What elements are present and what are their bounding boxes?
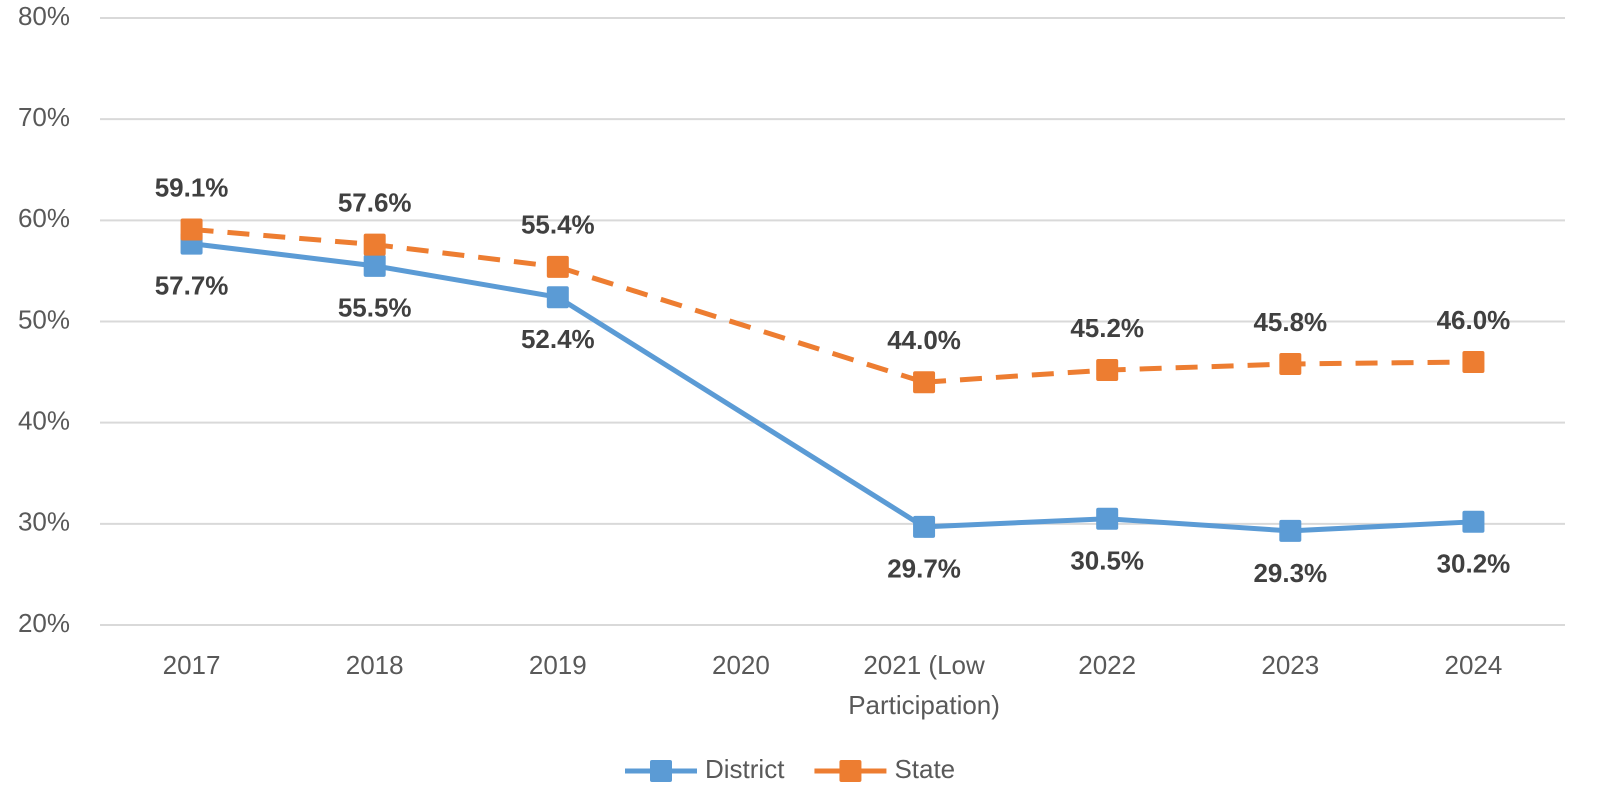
marker bbox=[913, 371, 936, 394]
marker bbox=[1096, 507, 1119, 530]
data-label: 46.0% bbox=[1437, 305, 1511, 335]
x-tick-label: 2019 bbox=[529, 650, 587, 680]
data-label: 55.4% bbox=[521, 210, 595, 240]
marker bbox=[1279, 352, 1302, 375]
legend-label: State bbox=[894, 754, 955, 784]
marker bbox=[1096, 359, 1119, 382]
y-tick-label: 20% bbox=[18, 608, 70, 638]
y-tick-label: 40% bbox=[18, 406, 70, 436]
gap-connector bbox=[556, 295, 926, 529]
y-tick-label: 60% bbox=[18, 203, 70, 233]
legend-item: District bbox=[625, 754, 785, 784]
data-label: 44.0% bbox=[887, 325, 961, 355]
marker bbox=[546, 255, 569, 278]
x-tick-label: 2021 (Low Participation) bbox=[848, 650, 1000, 720]
data-label: 57.7% bbox=[155, 270, 229, 300]
x-tick-label: 2020 bbox=[712, 650, 770, 680]
gap-connector bbox=[557, 264, 925, 385]
legend-item: State bbox=[814, 754, 955, 784]
data-label: 55.5% bbox=[338, 293, 412, 323]
marker bbox=[913, 515, 936, 538]
data-label: 45.8% bbox=[1253, 307, 1327, 337]
y-tick-label: 70% bbox=[18, 102, 70, 132]
x-tick-label: 2023 bbox=[1261, 650, 1319, 680]
data-label: 29.3% bbox=[1253, 558, 1327, 588]
marker bbox=[363, 254, 386, 277]
data-label: 30.5% bbox=[1070, 546, 1144, 576]
marker bbox=[180, 218, 203, 241]
y-tick-label: 80% bbox=[18, 1, 70, 31]
marker bbox=[363, 233, 386, 256]
series-line bbox=[923, 359, 1474, 385]
series-line bbox=[923, 516, 1474, 534]
marker bbox=[1462, 350, 1485, 373]
x-tick-label: 2017 bbox=[163, 650, 221, 680]
data-label: 57.6% bbox=[338, 187, 412, 217]
x-tick-label: 2024 bbox=[1445, 650, 1503, 680]
marker bbox=[1462, 510, 1485, 533]
marker bbox=[1279, 519, 1302, 542]
y-tick-label: 50% bbox=[18, 304, 70, 334]
data-label: 29.7% bbox=[887, 554, 961, 584]
legend-swatch bbox=[650, 760, 672, 782]
x-tick-label: 2018 bbox=[346, 650, 404, 680]
y-tick-label: 30% bbox=[18, 507, 70, 537]
marker bbox=[546, 286, 569, 309]
data-label: 52.4% bbox=[521, 324, 595, 354]
data-label: 59.1% bbox=[155, 172, 229, 202]
legend-label: District bbox=[705, 754, 785, 784]
legend-swatch bbox=[839, 760, 862, 782]
data-label: 30.2% bbox=[1437, 549, 1511, 579]
data-label: 45.2% bbox=[1070, 313, 1144, 343]
x-tick-label: 2022 bbox=[1078, 650, 1136, 680]
